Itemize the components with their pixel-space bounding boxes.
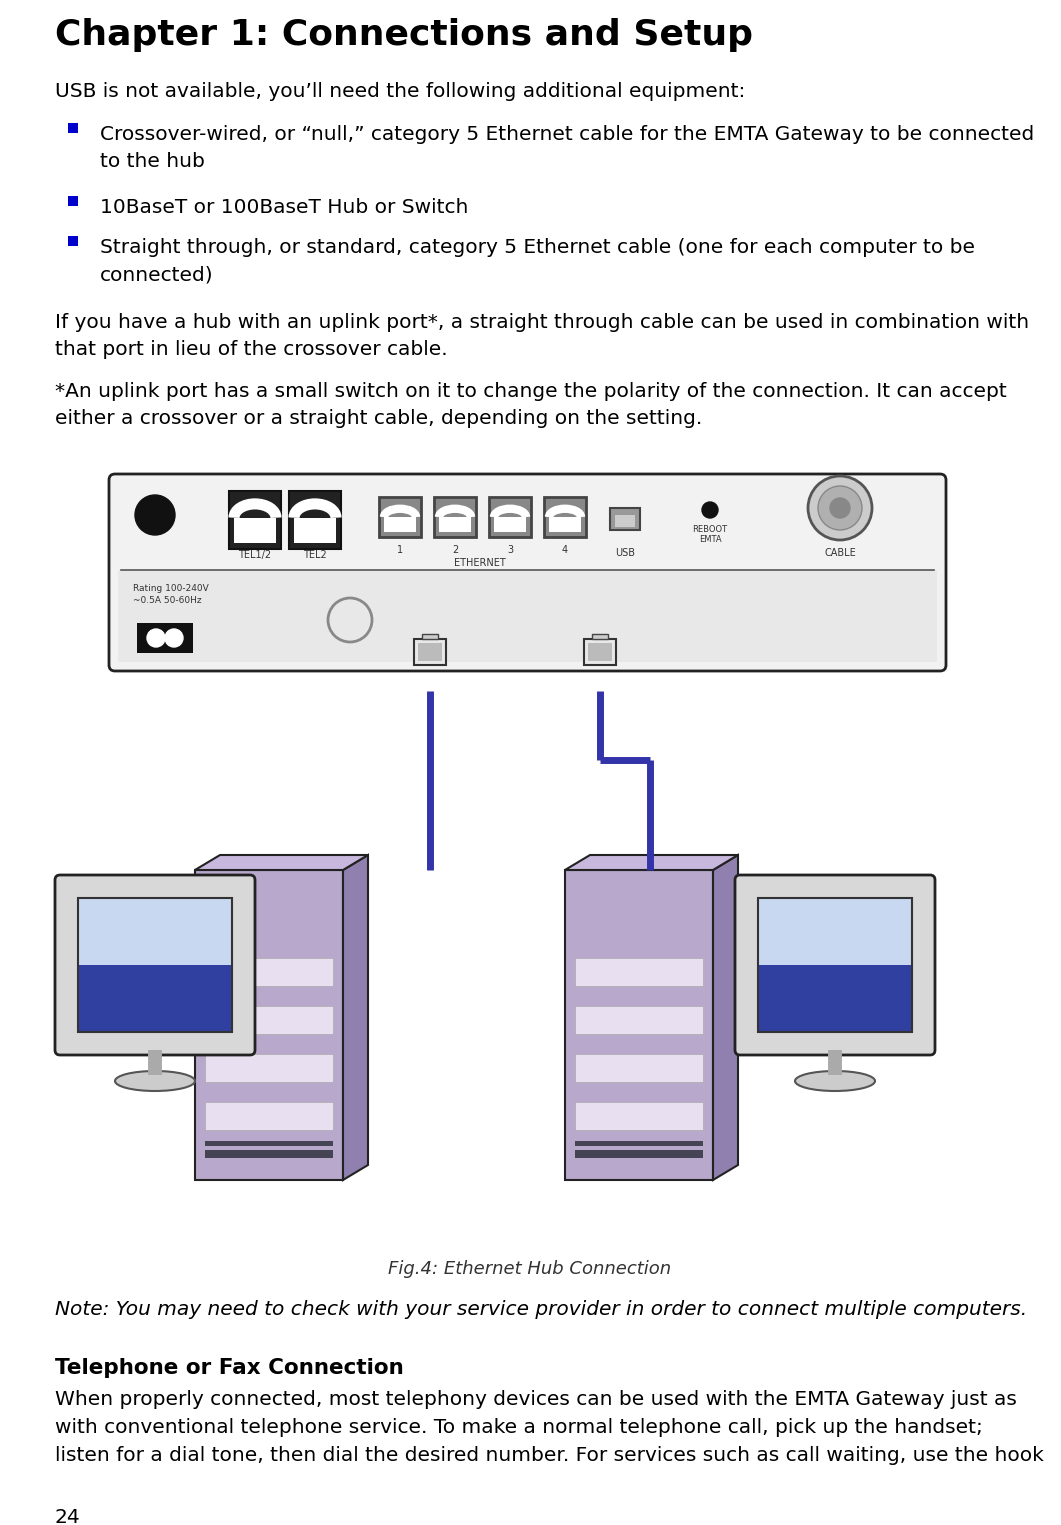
Bar	[489, 497, 530, 537]
Text: Crossover-wired, or “null,” category 5 Ethernet cable for the EMTA Gateway to be: Crossover-wired, or “null,” category 5 E…	[100, 125, 1034, 171]
Text: 3: 3	[507, 544, 514, 555]
Bar	[592, 634, 608, 639]
Text: USB: USB	[615, 547, 634, 558]
Bar	[384, 517, 416, 532]
Circle shape	[830, 499, 850, 518]
Bar	[205, 958, 333, 987]
Bar	[575, 1103, 703, 1130]
Ellipse shape	[115, 1071, 195, 1090]
Bar	[79, 898, 232, 965]
Bar	[575, 1150, 703, 1157]
Text: ~0.5A 50-60Hz: ~0.5A 50-60Hz	[133, 596, 202, 605]
Circle shape	[147, 628, 166, 647]
FancyBboxPatch shape	[55, 875, 255, 1055]
Polygon shape	[195, 856, 368, 869]
Bar	[68, 236, 79, 246]
Bar	[566, 869, 713, 1180]
Text: USB is not available, you’ll need the following additional equipment:: USB is not available, you’ll need the fo…	[55, 82, 746, 101]
Bar	[758, 898, 912, 965]
Text: *An uplink port has a small switch on it to change the polarity of the connectio: *An uplink port has a small switch on it…	[55, 381, 1007, 429]
Bar	[205, 1141, 333, 1145]
Bar	[68, 124, 79, 133]
Bar	[575, 1006, 703, 1034]
Text: CABLE: CABLE	[824, 547, 856, 558]
Bar	[234, 517, 276, 543]
Bar	[549, 517, 581, 532]
Bar	[79, 898, 232, 1032]
FancyBboxPatch shape	[109, 474, 946, 671]
Bar	[588, 644, 612, 660]
Circle shape	[808, 476, 872, 540]
Text: Fig.4: Ethernet Hub Connection: Fig.4: Ethernet Hub Connection	[388, 1260, 672, 1278]
Text: 10BaseT or 100BaseT Hub or Switch: 10BaseT or 100BaseT Hub or Switch	[100, 198, 468, 217]
Bar	[379, 497, 421, 537]
FancyBboxPatch shape	[735, 875, 935, 1055]
Ellipse shape	[795, 1071, 875, 1090]
Bar	[205, 1150, 333, 1157]
Text: Chapter 1: Connections and Setup: Chapter 1: Connections and Setup	[55, 18, 753, 52]
Bar	[494, 517, 526, 532]
Polygon shape	[713, 856, 738, 1180]
Text: Telephone or Fax Connection: Telephone or Fax Connection	[55, 1357, 404, 1379]
Bar	[615, 515, 634, 528]
Bar	[422, 634, 438, 639]
Circle shape	[702, 502, 718, 518]
Text: 4: 4	[562, 544, 568, 555]
Bar	[758, 898, 912, 1032]
Bar	[575, 958, 703, 987]
Bar	[610, 508, 640, 531]
Bar	[439, 517, 471, 532]
Circle shape	[135, 496, 175, 535]
Bar	[205, 1103, 333, 1130]
Bar	[79, 965, 232, 1032]
Bar	[575, 1054, 703, 1083]
Bar	[414, 639, 446, 665]
Bar	[584, 639, 616, 665]
Bar	[68, 197, 79, 206]
Text: ETHERNET: ETHERNET	[454, 558, 506, 567]
Bar	[575, 1141, 703, 1145]
Text: Note: You may need to check with your service provider in order to connect multi: Note: You may need to check with your se…	[55, 1299, 1027, 1319]
Polygon shape	[343, 856, 368, 1180]
Text: If you have a hub with an uplink port*, a straight through cable can be used in : If you have a hub with an uplink port*, …	[55, 313, 1029, 360]
Bar	[137, 624, 193, 653]
Polygon shape	[566, 856, 738, 869]
Bar	[195, 869, 343, 1180]
Bar	[118, 570, 937, 662]
Text: Straight through, or standard, category 5 Ethernet cable (one for each computer : Straight through, or standard, category …	[100, 238, 975, 284]
Bar	[434, 497, 476, 537]
Text: 1: 1	[397, 544, 403, 555]
Text: When properly connected, most telephony devices can be used with the EMTA Gatewa: When properly connected, most telephony …	[55, 1389, 1044, 1466]
Bar	[229, 491, 281, 549]
Bar	[205, 1054, 333, 1083]
Text: Rating 100-240V: Rating 100-240V	[133, 584, 209, 593]
Text: TEL1/2: TEL1/2	[239, 551, 272, 560]
Circle shape	[166, 628, 182, 647]
Bar	[544, 497, 586, 537]
Bar	[294, 517, 336, 543]
Bar	[205, 1006, 333, 1034]
Circle shape	[818, 486, 862, 531]
Bar	[758, 965, 912, 1032]
Bar	[289, 491, 341, 549]
Text: TEL2: TEL2	[303, 551, 327, 560]
Text: REBOOT
EMTA: REBOOT EMTA	[693, 525, 728, 544]
Bar	[418, 644, 442, 660]
Text: 24: 24	[55, 1508, 81, 1525]
Text: 2: 2	[452, 544, 458, 555]
